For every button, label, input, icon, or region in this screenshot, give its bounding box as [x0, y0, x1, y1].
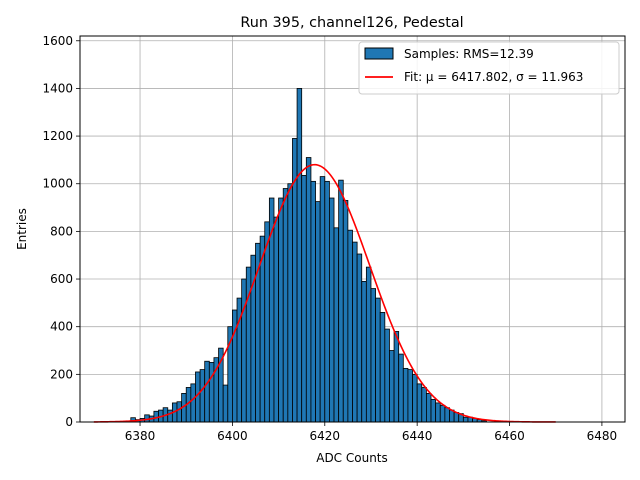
- histogram-bar: [342, 200, 349, 423]
- histogram-bar: [282, 188, 289, 423]
- histogram-bar: [402, 367, 409, 423]
- histogram-bar: [416, 383, 423, 423]
- x-tick-label: 6400: [217, 429, 248, 443]
- histogram-bar: [379, 311, 386, 423]
- x-tick-label: 6380: [125, 429, 156, 443]
- histogram-bar: [361, 281, 367, 423]
- histogram-bar: [287, 183, 293, 423]
- plot-frame: [79, 35, 626, 423]
- histogram-bar: [176, 401, 183, 423]
- y-tick-label: 0: [65, 415, 73, 429]
- y-tick-label: 200: [50, 367, 73, 381]
- histogram-bar: [421, 387, 427, 423]
- histogram-bar: [444, 407, 450, 423]
- y-tick-label: 1400: [42, 81, 73, 95]
- y-tick-label: 1000: [42, 177, 73, 191]
- histogram-bar: [338, 179, 344, 423]
- histogram-bar: [462, 416, 469, 423]
- histogram-bar: [425, 393, 432, 423]
- legend-swatch-samples: [364, 47, 394, 60]
- histogram-bar: [370, 288, 376, 423]
- histogram-bar: [208, 362, 215, 423]
- histogram-bar: [190, 383, 196, 423]
- legend: Samples: RMS=12.39 Fit: μ = 6417.802, σ …: [358, 41, 620, 95]
- histogram-bar: [204, 360, 210, 423]
- histogram-bar: [319, 176, 326, 423]
- histogram-bar: [365, 266, 372, 423]
- x-axis-ticks: 6380 6400 6420 6440 6460 6480: [125, 422, 617, 443]
- histogram-bar: [301, 174, 307, 423]
- fit-curve-layer: [93, 163, 556, 423]
- histogram-bar: [393, 331, 400, 423]
- y-axis-ticks: 0 200 400 600 800 1000 1200 1400 1600: [42, 34, 80, 429]
- histogram-bar: [296, 88, 303, 423]
- histogram-bar: [430, 398, 437, 423]
- legend-label-samples: Samples: RMS=12.39: [404, 47, 534, 61]
- legend-label-fit: Fit: μ = 6417.802, σ = 11.963: [404, 70, 583, 84]
- y-tick-label: 800: [50, 224, 73, 238]
- histogram-bar: [435, 402, 441, 423]
- histogram-bar: [439, 404, 446, 423]
- x-tick-label: 6480: [587, 429, 618, 443]
- histogram-bar: [278, 197, 284, 423]
- x-axis-label: ADC Counts: [316, 451, 388, 465]
- histogram-bar: [167, 409, 173, 423]
- histogram-bar: [389, 350, 395, 423]
- histogram-bar: [407, 369, 413, 423]
- x-tick-label: 6420: [310, 429, 341, 443]
- histogram-bar: [315, 201, 321, 423]
- histogram-bar: [264, 221, 270, 423]
- chart-title: Run 395, channel126, Pedestal: [240, 15, 463, 31]
- histogram-bar: [356, 253, 363, 423]
- histogram-bar: [199, 369, 206, 423]
- histogram-bar: [222, 384, 229, 423]
- y-tick-label: 1600: [42, 34, 73, 48]
- histogram-bar: [241, 278, 247, 423]
- y-axis-label: Entries: [15, 208, 29, 250]
- histogram-bar: [324, 180, 330, 423]
- histogram-bar: [347, 229, 353, 423]
- y-tick-label: 400: [50, 320, 73, 334]
- histogram-bar: [273, 216, 280, 423]
- x-tick-label: 6460: [494, 429, 525, 443]
- histogram-bar: [310, 180, 316, 423]
- histogram-bar: [412, 373, 418, 423]
- fit-curve: [93, 163, 556, 423]
- histogram-bar: [329, 197, 335, 423]
- histogram-bar: [352, 241, 358, 423]
- histogram-bar: [375, 297, 381, 423]
- y-tick-label: 600: [50, 272, 73, 286]
- x-tick-label: 6440: [402, 429, 433, 443]
- histogram-bar: [333, 227, 340, 423]
- histogram-bar: [305, 157, 312, 423]
- legend-box: [358, 41, 620, 95]
- histogram-bar: [384, 328, 390, 423]
- histogram-bar: [398, 353, 404, 423]
- y-tick-label: 1200: [42, 129, 73, 143]
